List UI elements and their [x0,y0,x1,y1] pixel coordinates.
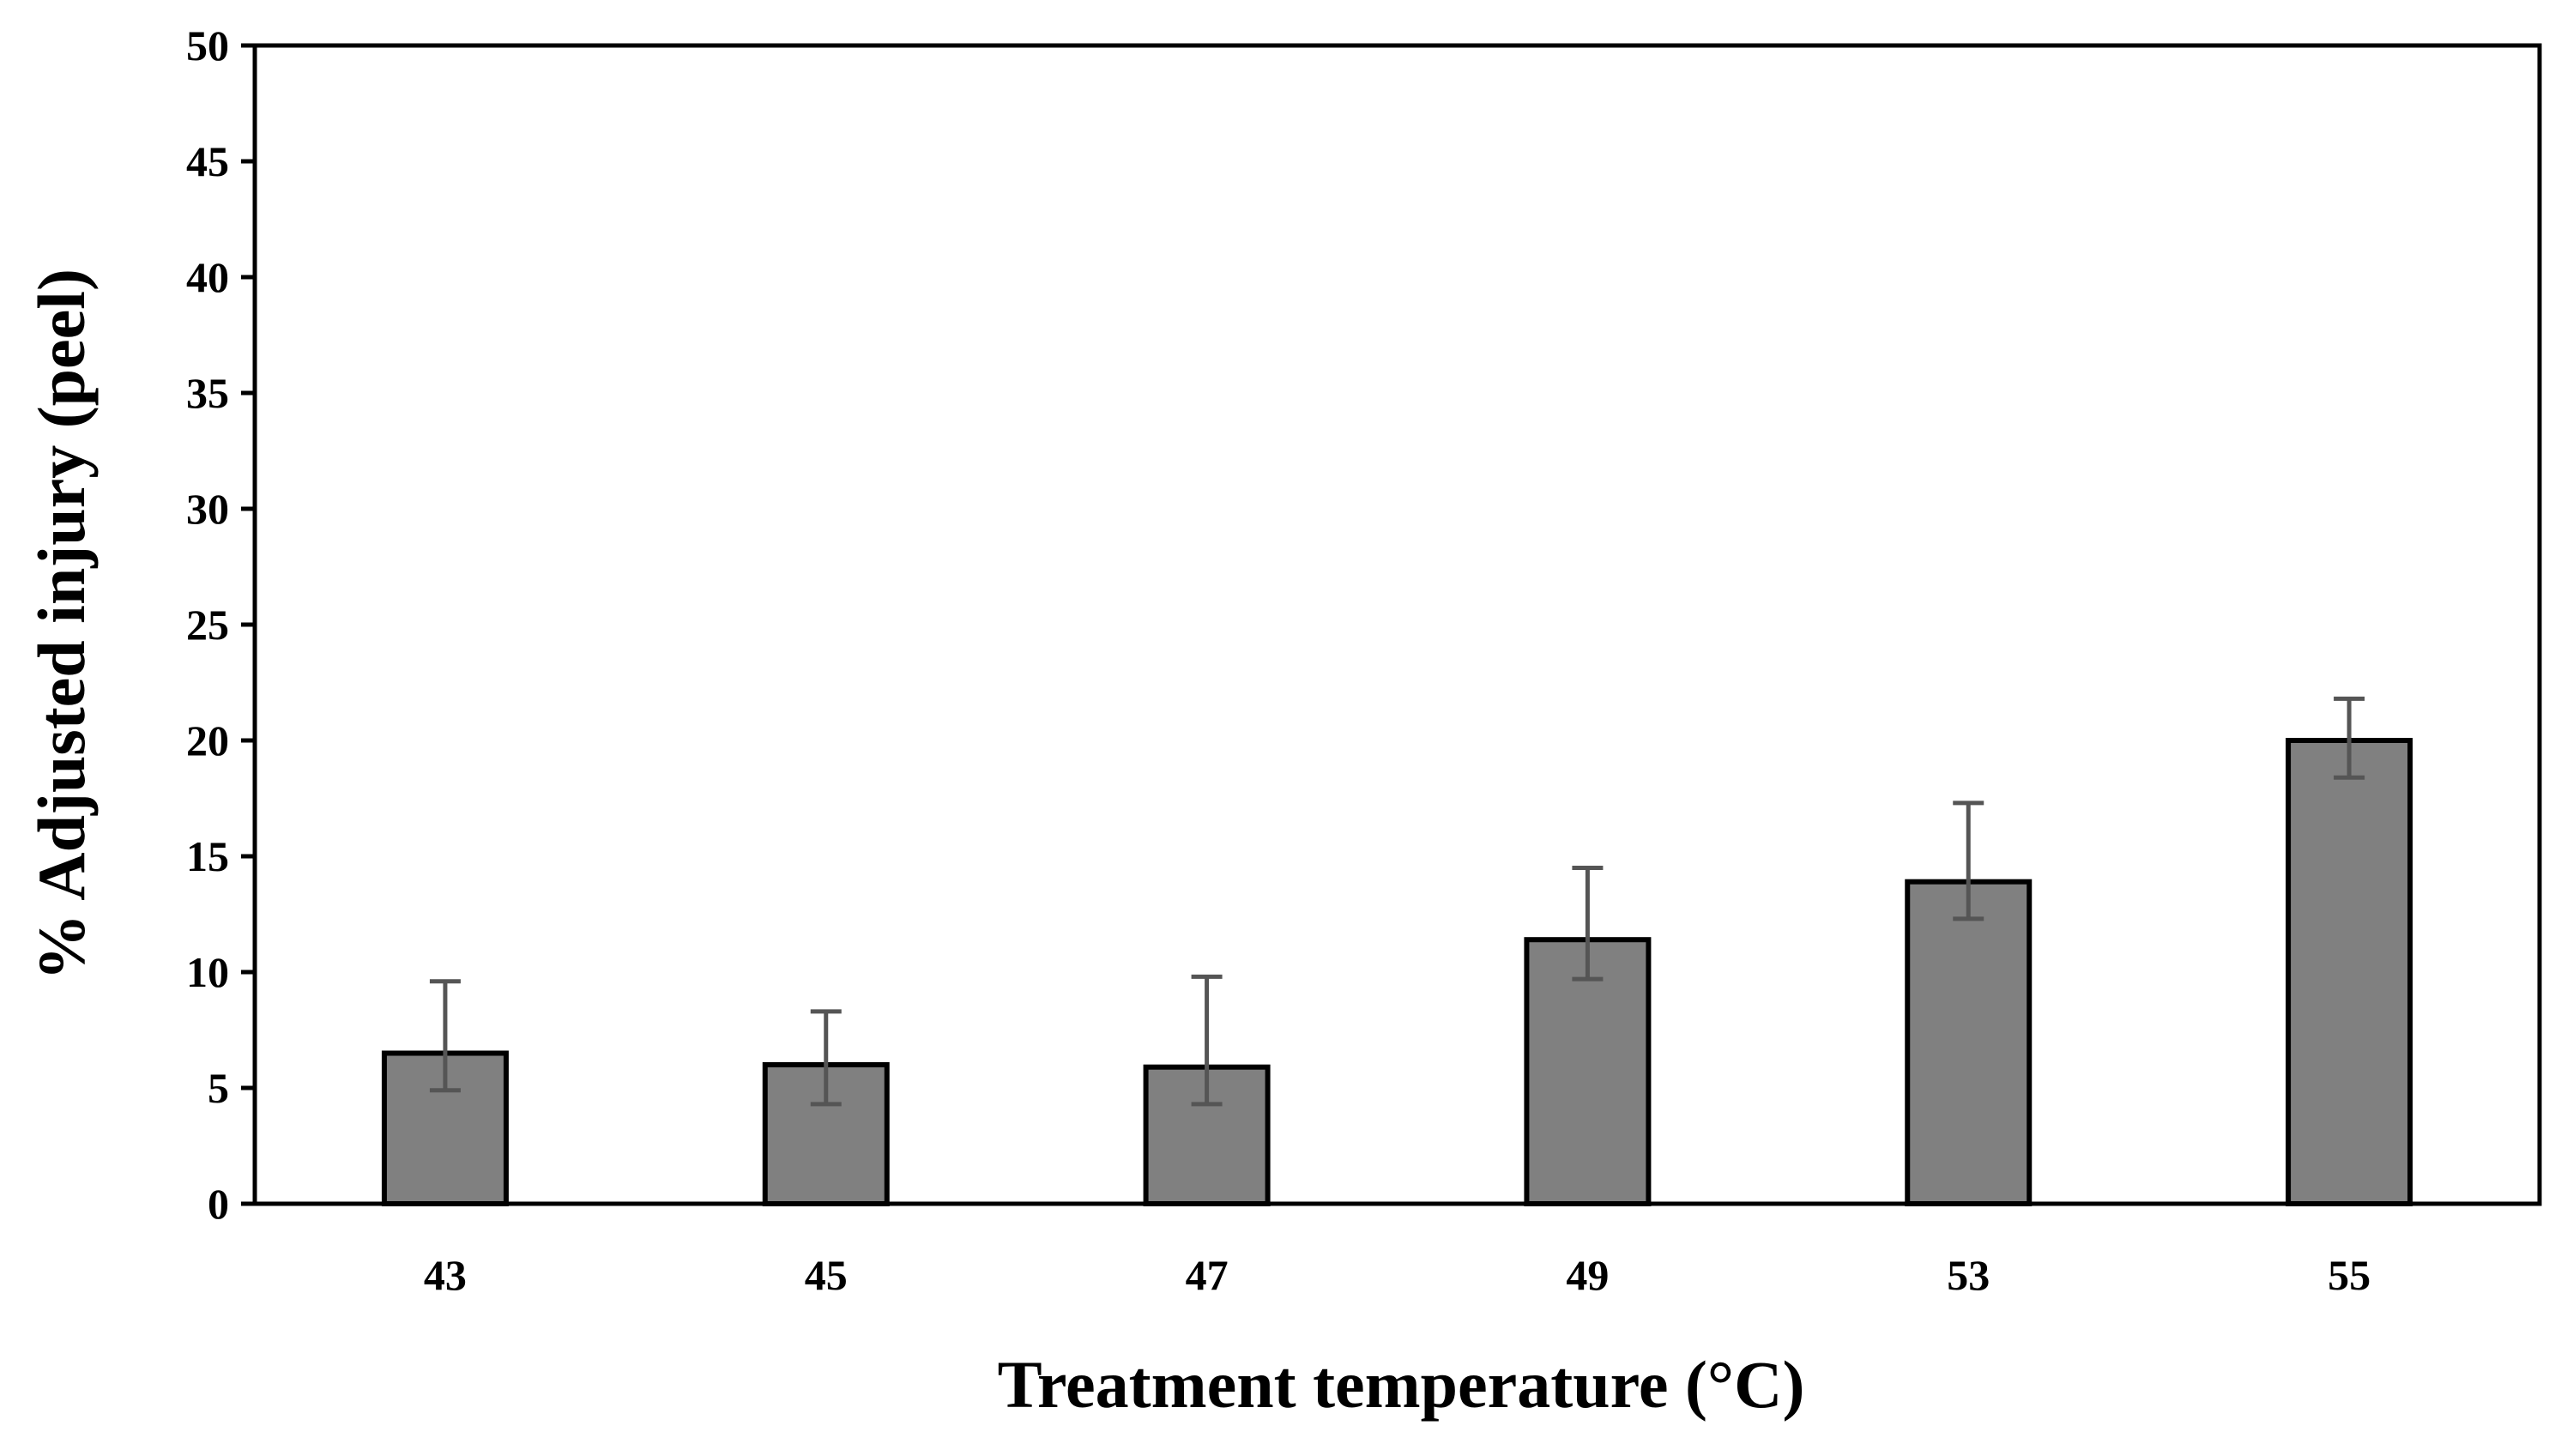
error-bar-49 [1572,866,1604,982]
x-tick-label: 49 [1566,1251,1609,1299]
error-bar-53 [1953,800,1984,921]
bar-53 [1905,879,2033,1206]
x-tick-label: 53 [1947,1251,1990,1299]
error-bar-45 [810,1009,842,1107]
x-tick-label: 47 [1186,1251,1229,1299]
y-axis-ticks: 0 5 10 15 20 25 30 35 40 45 50 [186,21,255,1228]
y-tick-label: 25 [186,601,229,649]
y-tick-label: 15 [186,832,229,880]
y-axis-title: % Adjusted injury (peel) [24,269,99,981]
x-tick-label: 43 [424,1251,467,1299]
bar-55 [2286,738,2413,1206]
error-bar-43 [429,979,461,1093]
error-bar-47 [1191,974,1223,1107]
y-tick-label: 5 [208,1064,229,1112]
x-axis-title: Treatment temperature (°C) [998,1347,1805,1422]
y-tick-label: 35 [186,369,229,417]
y-tick-label: 40 [186,253,229,301]
y-tick-label: 30 [186,485,229,533]
plot-frame [252,43,2542,1206]
x-tick-label: 55 [2328,1251,2371,1299]
x-axis-ticks: 43 45 47 49 53 55 [424,1251,2371,1299]
x-tick-label: 45 [805,1251,848,1299]
y-tick-label: 20 [186,716,229,764]
bar-series [381,696,2413,1206]
bar-49 [1524,937,1652,1206]
y-tick-label: 45 [186,137,229,185]
y-tick-label: 50 [186,21,229,69]
error-bar-55 [2334,696,2365,780]
y-tick-label: 10 [186,948,229,996]
y-tick-label: 0 [208,1180,229,1228]
